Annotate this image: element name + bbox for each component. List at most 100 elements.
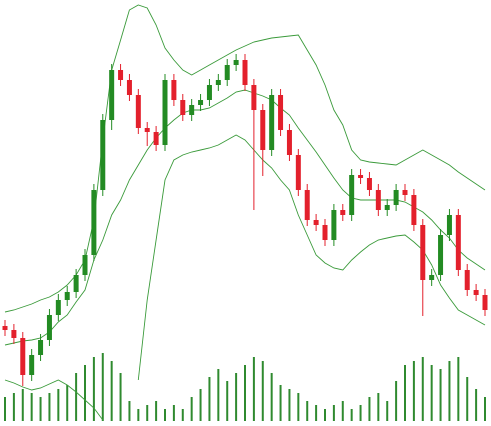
volume-bar [57, 389, 60, 421]
volume-bar [297, 393, 300, 421]
volume-bar [30, 393, 33, 421]
volume-bar [244, 365, 246, 421]
candle-body [269, 95, 275, 150]
candle-body [46, 315, 52, 340]
candle-body [11, 330, 17, 338]
volume-bar [110, 361, 113, 421]
candle-body [411, 195, 417, 225]
candle-body [251, 85, 257, 110]
volume-bar [48, 393, 51, 421]
candle-body [286, 130, 292, 155]
volume-bar [306, 401, 309, 421]
volume-bar [208, 377, 211, 421]
candle-body [126, 80, 132, 95]
candle-body [73, 275, 79, 292]
candle-body [446, 215, 452, 235]
candle-body [260, 110, 266, 150]
candle-body [64, 292, 70, 300]
candle-body [482, 295, 488, 310]
volume-bar [101, 353, 104, 421]
volume-bar [39, 397, 42, 421]
volume-bar [92, 357, 95, 421]
candle-body [349, 175, 355, 215]
candle-body [295, 155, 301, 190]
candle-body [144, 128, 150, 132]
volume-bar [324, 409, 326, 421]
candle-body [375, 190, 381, 210]
volume-bar [137, 409, 140, 421]
volume-bar [164, 409, 166, 421]
candle-body [393, 190, 399, 205]
candle-body [215, 80, 221, 85]
volume-bar [172, 405, 175, 421]
volume-bar [146, 405, 149, 421]
candle-body [55, 300, 61, 315]
candle-body [242, 60, 248, 85]
volume-bar [21, 389, 24, 421]
candle-body [384, 205, 390, 210]
volume-bar [368, 397, 371, 421]
candle-body [135, 95, 141, 128]
band-line [4, 134, 486, 421]
volume-bar [395, 381, 398, 421]
volume-bar [12, 393, 15, 421]
candle-body [455, 215, 461, 270]
volume-bar [288, 389, 291, 421]
candle-body [180, 100, 186, 115]
candle-body [198, 100, 204, 105]
candle-body [464, 270, 470, 290]
candle-body [429, 275, 435, 280]
candle-body [153, 132, 159, 145]
candle-body [420, 225, 426, 280]
candle-body [331, 210, 337, 240]
volume-bar [4, 397, 6, 421]
candle-body [189, 105, 195, 115]
candle-body [340, 210, 346, 215]
volume-bar [430, 365, 433, 421]
volume-bar [128, 401, 131, 421]
candle-body [162, 80, 168, 145]
volume-bar [404, 365, 406, 421]
volume-bar [341, 401, 344, 421]
volume-bar [475, 389, 478, 421]
volume-bar [84, 365, 86, 421]
volume-bar [350, 409, 353, 421]
volume-bar [217, 369, 220, 421]
candle-body [224, 65, 230, 80]
candle-body [366, 178, 372, 190]
candle-body [2, 326, 8, 330]
volume-bar [332, 405, 335, 421]
volume-bar [377, 393, 380, 421]
volume-bar [448, 361, 451, 421]
candle-body [118, 70, 124, 80]
volume-bar [421, 357, 424, 421]
volume-bar [181, 409, 184, 421]
candle-body [304, 190, 310, 220]
volume-bar [457, 357, 460, 421]
volume-bar [199, 389, 202, 421]
volume-bar [386, 401, 389, 421]
volume-bar [155, 401, 158, 421]
candle-body [278, 95, 284, 130]
candle-body [438, 235, 444, 275]
volume-bar [261, 361, 264, 421]
candle-body [100, 120, 106, 190]
candle-body [358, 175, 364, 178]
volume-bar [484, 397, 486, 421]
candle-body [91, 190, 97, 255]
volume-bar [279, 385, 282, 421]
candle-body [109, 70, 115, 120]
candle-body [233, 60, 239, 65]
volume-bar [466, 377, 469, 421]
candle-body [322, 225, 328, 240]
volume-bar [119, 373, 122, 421]
volume-bar [359, 405, 362, 421]
volume-bar [315, 405, 318, 421]
candle-body [402, 190, 408, 195]
volume-bar [439, 369, 442, 421]
volume-bar [412, 361, 415, 421]
volume-bar [66, 385, 69, 421]
volume-bar [235, 373, 238, 421]
